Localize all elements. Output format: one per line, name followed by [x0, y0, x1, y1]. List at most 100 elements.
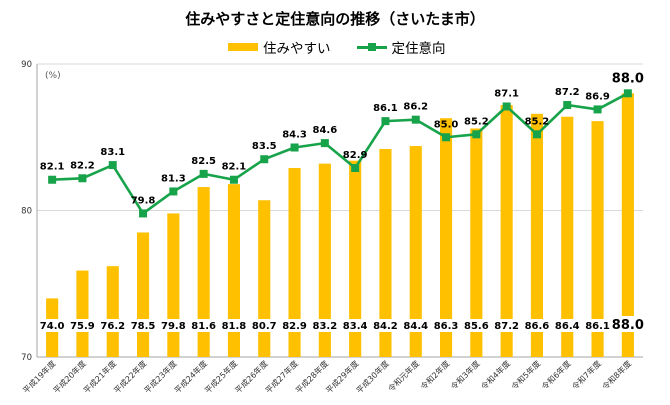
- bar-2: [106, 266, 119, 357]
- line-point-2: [108, 161, 117, 170]
- bar-3: [136, 232, 150, 357]
- bar-value-label-7: 80.7: [252, 321, 277, 332]
- x-tick-label-11: 平成30年度: [354, 358, 391, 395]
- x-tick-label-16: 令和5年度: [509, 358, 542, 391]
- line-value-label-9: 84.6: [313, 125, 338, 136]
- x-tick-label-14: 令和3年度: [448, 358, 481, 391]
- line-value-label-2: 83.1: [100, 147, 125, 158]
- unit-label: (%): [45, 71, 61, 81]
- line-point-19: [623, 89, 632, 98]
- bar-value-label-16: 86.6: [525, 321, 550, 332]
- line-value-label-3: 79.8: [131, 195, 156, 206]
- line-point-0: [48, 175, 57, 184]
- bar-8: [288, 168, 301, 357]
- bar-label-bg-12: [401, 319, 430, 332]
- x-tick-label-19: 令和8年度: [600, 358, 633, 391]
- bar-label-bg-5: [189, 319, 218, 332]
- bar-17: [561, 116, 574, 358]
- line-value-label-5: 82.5: [191, 156, 216, 167]
- bar-label-bg-9: [310, 319, 339, 332]
- line-value-label-15: 87.1: [494, 88, 519, 99]
- line-point-6: [229, 175, 238, 184]
- bar-18: [591, 121, 604, 357]
- line-value-label-16: 85.2: [525, 116, 550, 127]
- x-tick-label-18: 令和7年度: [570, 358, 603, 391]
- bar-7: [258, 200, 271, 357]
- bar-15: [500, 105, 513, 358]
- bar-value-label-3: 78.5: [131, 321, 156, 332]
- bar-value-label-4: 79.8: [161, 321, 186, 332]
- bar-label-bg-13: [432, 319, 461, 332]
- bar-label-bg-2: [98, 319, 127, 332]
- line-value-label-12: 86.2: [403, 102, 428, 113]
- bar-label-bg-6: [219, 319, 248, 332]
- bar-label-bg-17: [553, 319, 582, 332]
- line-value-label-11: 86.1: [373, 103, 398, 114]
- line-value-label-19: 88.0: [612, 71, 644, 86]
- bar-value-label-1: 75.9: [70, 321, 95, 332]
- line-point-13: [442, 133, 451, 142]
- line-series: [52, 92, 629, 215]
- bar-label-bg-10: [341, 319, 370, 332]
- y-tick-label-1: 80: [21, 207, 32, 217]
- line-point-4: [169, 187, 178, 196]
- legend: 住みやすい 定住意向: [228, 37, 472, 57]
- x-tick-label-15: 令和4年度: [479, 358, 512, 391]
- bar-value-label-18: 86.1: [585, 321, 610, 332]
- x-tick-label-12: 令和元年度: [386, 358, 421, 393]
- bar-value-label-2: 76.2: [100, 321, 125, 332]
- line-point-16: [532, 130, 541, 139]
- x-tick-label-17: 令和6年度: [539, 358, 572, 391]
- bar-value-label-12: 84.4: [403, 321, 428, 332]
- line-value-label-8: 84.3: [282, 130, 307, 141]
- bar-label-bg-1: [68, 319, 97, 332]
- line-point-14: [472, 130, 481, 139]
- bar-11: [379, 148, 392, 357]
- bar-14: [470, 128, 483, 357]
- bar-label-bg-15: [492, 319, 521, 332]
- bar-value-label-11: 84.2: [373, 321, 398, 332]
- legend-item-bar: 住みやすい: [228, 37, 331, 57]
- line-point-15: [502, 102, 511, 111]
- bar-value-label-17: 86.4: [555, 321, 580, 332]
- bar-label-bg-8: [280, 319, 309, 332]
- line-point-10: [351, 164, 360, 173]
- bar-10: [349, 160, 362, 357]
- line-point-8: [290, 143, 299, 152]
- bar-6: [227, 184, 241, 357]
- line-point-9: [320, 139, 329, 148]
- bar-value-label-8: 82.9: [282, 321, 307, 332]
- bar-value-label-10: 83.4: [343, 321, 368, 332]
- bar-value-label-0: 74.0: [40, 321, 65, 332]
- bar-value-label-14: 85.6: [464, 321, 489, 332]
- line-value-label-1: 82.2: [70, 160, 95, 171]
- legend-label-bar: 住みやすい: [263, 41, 331, 57]
- line-value-label-7: 83.5: [252, 141, 277, 152]
- line-point-11: [381, 117, 390, 126]
- bar-label-bg-16: [522, 319, 551, 332]
- x-tick-label-13: 令和2年度: [418, 358, 451, 391]
- line-value-label-17: 87.2: [555, 87, 580, 98]
- line-value-label-4: 81.3: [161, 173, 186, 184]
- line-point-12: [411, 115, 420, 124]
- bar-4: [167, 213, 180, 357]
- y-tick-label-2: 90: [21, 60, 32, 70]
- legend-swatch-line: [356, 40, 387, 54]
- bar-13: [439, 118, 453, 357]
- bar-19: [621, 93, 634, 358]
- bar-value-label-5: 81.6: [191, 321, 216, 332]
- bar-16: [530, 113, 544, 357]
- bar-value-label-15: 87.2: [494, 321, 519, 332]
- bar-label-bg-11: [371, 319, 400, 332]
- bar-value-label-13: 86.3: [434, 321, 459, 332]
- line-value-label-18: 86.9: [585, 91, 610, 102]
- bar-12: [409, 146, 422, 357]
- bar-label-bg-14: [462, 319, 491, 332]
- line-value-label-0: 82.1: [40, 162, 65, 173]
- bar-label-bg-3: [129, 319, 158, 332]
- bar-label-bg-0: [38, 319, 67, 332]
- bar-label-bg-18: [583, 319, 612, 332]
- line-point-18: [593, 105, 602, 114]
